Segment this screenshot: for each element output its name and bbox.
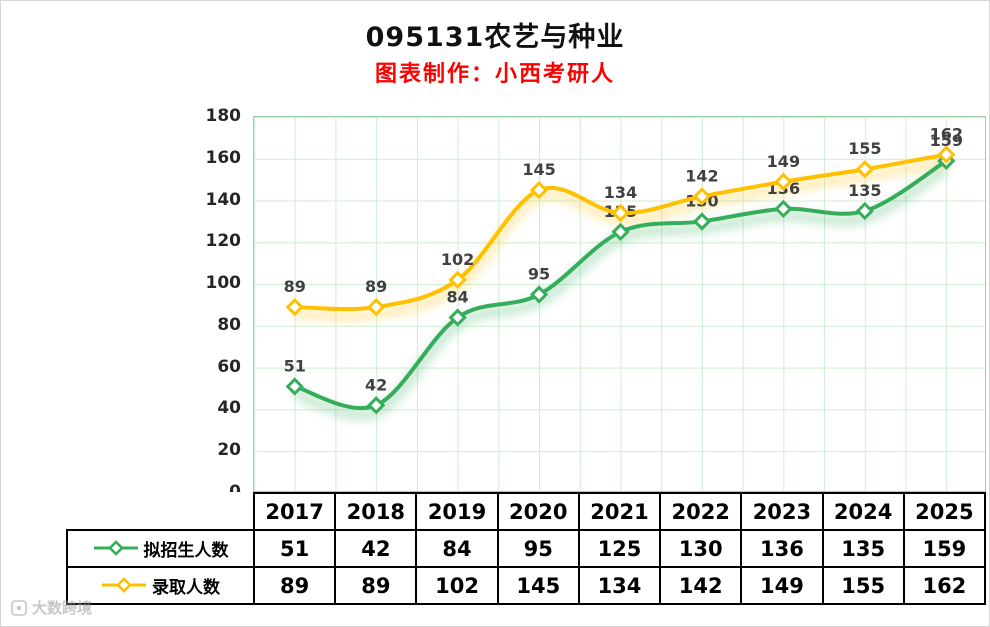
year-header-cell: 2025	[902, 492, 987, 531]
legend-line-icon	[93, 540, 138, 557]
data-point-label: 89	[365, 277, 387, 296]
y-axis-tick-label: 40	[217, 398, 241, 419]
value-cell: 130	[659, 529, 743, 568]
data-point-label: 42	[365, 375, 387, 394]
data-point-label: 145	[522, 160, 555, 179]
data-point-marker	[855, 160, 874, 179]
value-cell: 142	[659, 566, 743, 605]
chart-subtitle: 图表制作：小西考研人	[374, 62, 615, 87]
value-cell: 51	[252, 529, 337, 568]
y-axis-tick-label: 120	[205, 231, 242, 252]
table-corner-cell	[67, 493, 254, 530]
value-cell: 155	[821, 566, 905, 605]
legend-cell: 录取人数	[66, 566, 255, 605]
value-cell: 159	[902, 529, 987, 568]
data-point-marker	[367, 396, 386, 415]
data-point-marker	[448, 308, 467, 327]
value-cell: 102	[415, 566, 499, 605]
data-point-marker	[285, 297, 304, 317]
data-point-marker	[774, 199, 793, 219]
year-header-cell: 2018	[334, 492, 418, 531]
year-header-cell: 2019	[415, 492, 499, 531]
data-point-marker	[937, 145, 956, 164]
y-axis-tick-label: 60	[217, 356, 241, 377]
value-cell: 42	[334, 529, 418, 568]
data-point-marker	[285, 377, 304, 396]
value-cell: 89	[334, 566, 418, 605]
table-row: 拟招生人数 51 42 84 95 125 130 136 135 159	[66, 529, 987, 568]
chart-title: 095131农艺与种业	[365, 22, 625, 53]
data-point-marker	[774, 172, 793, 191]
data-point-marker	[611, 203, 630, 223]
watermark-text: 大数跨境	[32, 599, 93, 617]
watermark: 大数跨境	[11, 597, 92, 618]
year-header-cell: 2017	[252, 492, 337, 531]
data-point-label: 89	[284, 277, 306, 296]
chart-lines-svg: 5142849512513013613515989891021451341421…	[284, 125, 963, 420]
data-point-label: 84	[446, 288, 468, 307]
data-point-label: 162	[930, 125, 963, 144]
data-point-marker	[529, 285, 549, 304]
y-axis-tick-label: 140	[205, 189, 242, 210]
data-point-label: 142	[685, 166, 718, 185]
legend-label: 录取人数	[152, 577, 220, 598]
data-point-label: 51	[284, 356, 306, 375]
year-header-cell: 2022	[659, 492, 743, 531]
value-cell: 134	[577, 566, 662, 605]
y-axis-tick-label: 100	[205, 273, 242, 294]
year-header-cell: 2024	[821, 492, 905, 531]
data-point-marker	[692, 212, 712, 231]
legend-line-icon	[102, 577, 146, 594]
data-table: 2017 2018 2019 2020 2021 2022 2023 2024 2025 拟招生人…	[66, 492, 987, 605]
data-point-marker	[448, 270, 467, 290]
data-point-marker	[611, 222, 630, 242]
value-cell: 125	[577, 529, 662, 568]
data-point-label: 95	[528, 265, 550, 284]
data-point-marker	[692, 187, 712, 206]
year-header-cell: 2020	[496, 492, 580, 531]
data-point-marker	[529, 180, 549, 200]
series-glow	[293, 164, 949, 420]
year-header-cell: 2021	[577, 492, 662, 531]
data-point-label: 149	[767, 152, 800, 171]
data-point-label: 102	[441, 250, 474, 269]
legend-cell: 拟招生人数	[66, 529, 255, 568]
watermark-logo-icon	[11, 599, 27, 616]
plot-area: 5142849512513013613515989891021451341421…	[253, 116, 986, 492]
year-header-cell: 2023	[740, 492, 824, 531]
legend-label: 拟招生人数	[143, 540, 229, 561]
value-cell: 135	[821, 529, 905, 568]
data-point-marker	[367, 297, 386, 317]
data-point-label: 135	[848, 181, 881, 200]
data-point-label: 159	[930, 131, 963, 150]
data-point-marker	[855, 201, 874, 221]
y-axis-tick-label: 80	[217, 314, 241, 335]
value-cell: 149	[740, 566, 824, 605]
value-cell: 145	[496, 566, 580, 605]
data-point-label: 134	[604, 183, 637, 202]
y-axis-tick-label: 20	[217, 440, 241, 461]
value-cell: 89	[252, 566, 337, 605]
y-axis-tick-label: 160	[205, 147, 242, 168]
value-cell: 84	[415, 529, 499, 568]
table-header-row: 2017 2018 2019 2020 2021 2022 2023 2024 2025	[67, 492, 987, 531]
value-cell: 162	[902, 566, 987, 605]
data-point-label: 155	[848, 139, 881, 158]
table-row: 录取人数 89 89 102 145 134 142 149 155 162	[66, 566, 987, 605]
value-cell: 95	[496, 529, 580, 568]
value-cell: 136	[740, 529, 824, 568]
y-axis-tick-label: 180	[205, 106, 242, 126]
